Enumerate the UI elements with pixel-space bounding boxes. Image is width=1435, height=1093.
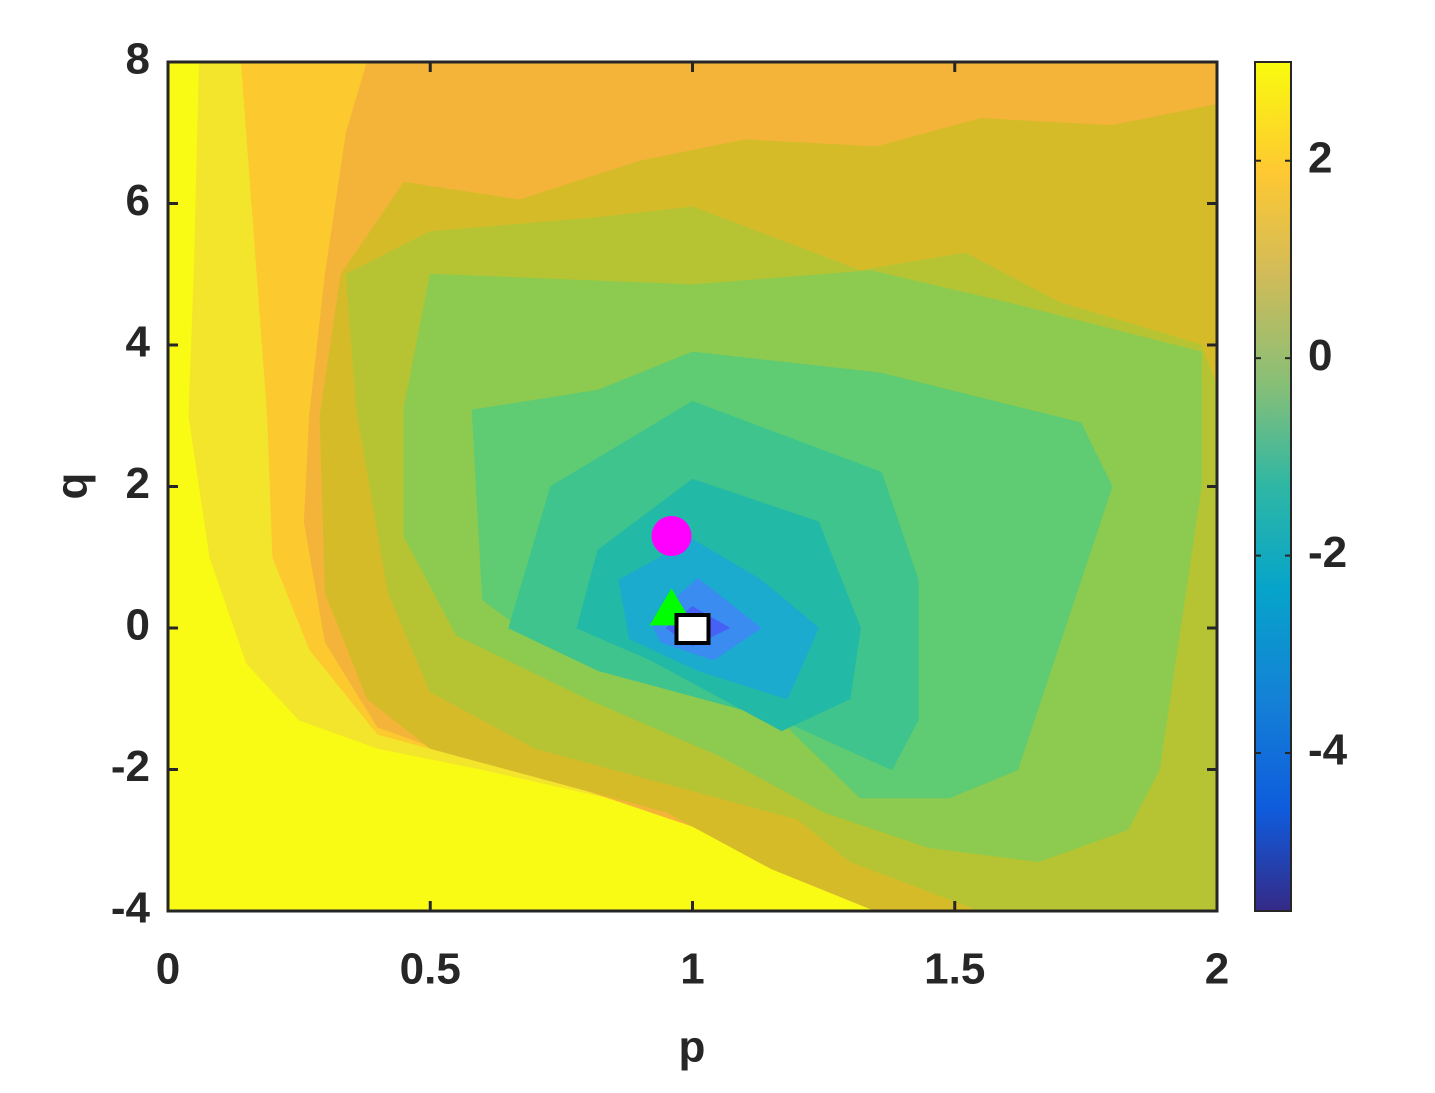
y-tick-label: 4 — [126, 318, 151, 367]
colorbar — [1254, 61, 1292, 912]
marker-square — [674, 613, 711, 645]
plot-area — [168, 62, 1217, 911]
x-tick-label: 0 — [156, 945, 180, 994]
y-tick-label: 0 — [126, 601, 150, 650]
y-tick-label: 6 — [126, 176, 150, 225]
y-axis-label: q — [48, 473, 97, 500]
x-axis-label: p — [679, 1023, 706, 1072]
y-tick-label: 2 — [126, 459, 150, 508]
colorbar-tick-label: 2 — [1308, 133, 1332, 182]
colorbar-tick-label: -4 — [1308, 726, 1348, 775]
colorbar-tick-label: 0 — [1308, 331, 1332, 380]
y-tick-label: 8 — [126, 35, 150, 84]
y-tick-label: -2 — [111, 742, 150, 791]
colorbar-tick-label: -2 — [1308, 528, 1347, 577]
x-tick-label: 1.5 — [924, 945, 985, 994]
y-tick-label: -4 — [111, 884, 151, 933]
x-tick-label: 2 — [1205, 945, 1229, 994]
marker-circle — [651, 516, 692, 557]
x-tick-label: 0.5 — [400, 945, 461, 994]
x-tick-label: 1 — [680, 945, 704, 994]
